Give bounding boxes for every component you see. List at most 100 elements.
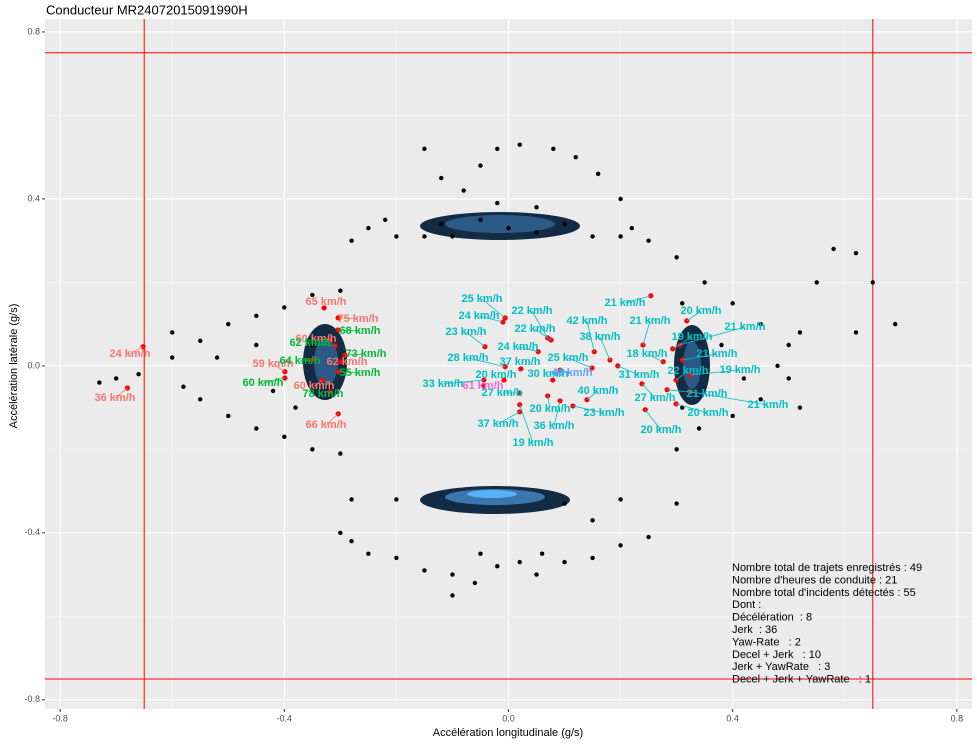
incident-point <box>591 349 597 355</box>
x-tick-label: 0.4 <box>726 713 739 723</box>
incident-point <box>518 366 524 372</box>
incident-point <box>337 359 343 365</box>
incident-point <box>517 390 523 396</box>
x-axis-label: Accélération longitudinale (g/s) <box>433 727 583 739</box>
trajectory-point <box>562 559 567 565</box>
leader-line <box>497 411 520 425</box>
trajectory-point <box>382 217 388 222</box>
incident-point <box>607 357 613 363</box>
data-label: 21 km/h <box>725 321 766 333</box>
trajectory-point <box>539 551 545 556</box>
trajectory-point <box>797 330 803 335</box>
trajectory-point <box>562 221 567 227</box>
trajectory-point <box>534 230 539 235</box>
leader-line <box>686 310 702 322</box>
trajectory-point <box>730 301 735 306</box>
trajectory-point <box>170 355 175 360</box>
trajectory-point <box>590 555 595 561</box>
annotation-line: Decel + Jerk + YawRate : 1 <box>732 674 871 686</box>
data-label: 36 km/h <box>95 392 136 404</box>
trajectory-point <box>719 342 724 348</box>
incident-point <box>517 409 523 415</box>
trajectory-point <box>506 225 511 231</box>
leader-line <box>586 320 595 352</box>
trajectory-point <box>472 580 478 586</box>
leader-line <box>690 391 769 406</box>
data-label: 59 km/h <box>253 358 294 370</box>
trajectory-point <box>366 225 371 231</box>
trajectory-point <box>136 372 141 377</box>
trajectory-point <box>439 175 444 181</box>
trajectory-point <box>562 501 567 506</box>
trajectory-point <box>282 305 287 310</box>
data-label: 20 km/h <box>681 305 722 317</box>
leader-line <box>338 371 361 374</box>
trajectory-point <box>674 447 679 452</box>
leader-line <box>547 395 551 410</box>
trajectory-point <box>349 497 354 502</box>
data-label: 78 km/h <box>303 388 344 400</box>
trajectory-point <box>181 384 186 389</box>
trajectory-point <box>282 434 287 440</box>
data-label: 30 km/h <box>528 368 569 380</box>
trajectory-point <box>696 426 702 431</box>
trajectory-point <box>422 568 427 573</box>
leader-line <box>315 338 331 341</box>
trajectory-point <box>702 280 707 285</box>
annotation-line: Nombre d'heures de conduite : 21 <box>732 574 897 586</box>
data-label: 61 km/h <box>463 380 504 392</box>
leader-line <box>617 365 640 376</box>
leader-line <box>299 359 313 362</box>
trajectory-point <box>338 451 343 456</box>
trajectory-point <box>814 280 819 285</box>
data-label: 20 km/h <box>476 369 517 381</box>
trajectory-point <box>674 501 679 506</box>
trajectory-point <box>270 388 276 394</box>
leader-line <box>519 404 534 444</box>
trajectory-point <box>366 551 371 556</box>
trajectory-point <box>534 205 539 210</box>
leader-line <box>599 336 611 361</box>
y-tick-label: 0.8 <box>27 26 40 36</box>
trajectory-point <box>478 217 483 222</box>
leader-line <box>517 346 539 353</box>
trajectory-point <box>730 413 735 419</box>
incident-point <box>548 337 554 343</box>
leader-line <box>442 379 484 385</box>
y-tick-label: 0.0 <box>27 360 40 370</box>
trajectory-point <box>786 342 791 348</box>
leader-line <box>309 342 336 347</box>
trajectory-point <box>758 397 763 402</box>
data-label: 65 km/h <box>306 296 347 308</box>
leader-line <box>129 346 144 355</box>
trajectory-point <box>853 250 859 256</box>
annotation: Nombre total de trajets enregistrés : 49… <box>732 562 922 686</box>
density <box>303 212 710 514</box>
data-label: 27 km/h <box>482 387 523 399</box>
data-label: 40 km/h <box>578 385 619 397</box>
trajectory-point <box>349 538 354 544</box>
trajectory-point <box>254 342 259 348</box>
trajectory-point <box>495 146 500 152</box>
trajectory-point <box>517 142 522 147</box>
trajectory-point <box>394 497 399 502</box>
trajectory-point <box>797 405 803 410</box>
data-label: 33 km/h <box>423 378 464 390</box>
trajectory-point <box>198 338 203 344</box>
incident-point <box>589 365 595 371</box>
trajectory-point <box>254 313 259 318</box>
trajectory-point <box>170 330 175 335</box>
annotation-line: Jerk : 36 <box>732 624 777 636</box>
leader-line <box>572 405 605 414</box>
incident-point <box>321 305 327 311</box>
data-label: 38 km/h <box>580 331 621 343</box>
data-label: 24 km/h <box>110 348 151 360</box>
leader-line <box>114 387 128 399</box>
trajectory-point <box>394 234 399 239</box>
data-label: 21 km/h <box>697 348 738 360</box>
annotation-line: Decel + Jerk : 10 <box>732 649 821 661</box>
data-label: 20 km/h <box>530 403 571 415</box>
trajectory-point <box>422 146 427 152</box>
data-label: 73 km/h <box>346 348 387 360</box>
incident-point <box>550 377 556 383</box>
